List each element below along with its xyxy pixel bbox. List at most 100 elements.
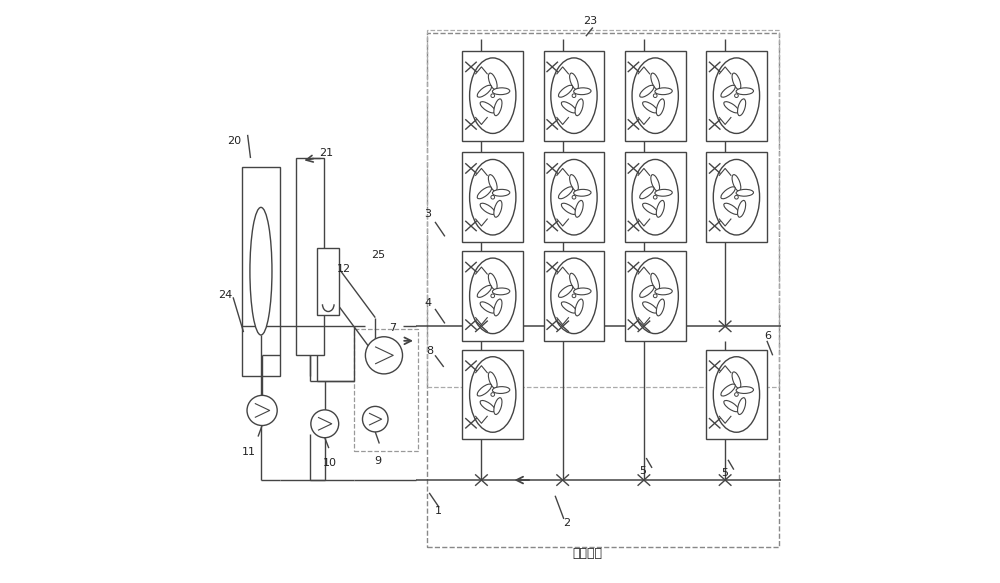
- Ellipse shape: [656, 99, 664, 115]
- Circle shape: [572, 195, 576, 199]
- Ellipse shape: [640, 85, 654, 97]
- Ellipse shape: [488, 372, 497, 388]
- Ellipse shape: [655, 88, 672, 94]
- Ellipse shape: [494, 299, 502, 316]
- Text: 23: 23: [583, 16, 597, 26]
- Ellipse shape: [561, 203, 576, 215]
- Text: 20: 20: [227, 136, 241, 146]
- Ellipse shape: [558, 187, 573, 199]
- Ellipse shape: [713, 58, 760, 134]
- Ellipse shape: [640, 187, 654, 199]
- Ellipse shape: [492, 189, 510, 196]
- Ellipse shape: [574, 189, 591, 196]
- Text: 3: 3: [425, 209, 432, 219]
- Ellipse shape: [721, 187, 735, 199]
- Bar: [242, 167, 280, 375]
- Ellipse shape: [561, 101, 576, 113]
- Ellipse shape: [724, 401, 739, 412]
- Text: 25: 25: [371, 250, 385, 259]
- Circle shape: [653, 294, 657, 298]
- Bar: [462, 152, 523, 242]
- Ellipse shape: [651, 175, 660, 191]
- Text: 6: 6: [764, 331, 771, 341]
- Circle shape: [491, 294, 495, 298]
- Ellipse shape: [488, 73, 497, 90]
- Bar: [625, 251, 686, 341]
- Text: 12: 12: [336, 264, 351, 274]
- Bar: [427, 30, 779, 387]
- Ellipse shape: [738, 99, 746, 115]
- Text: 8: 8: [426, 346, 433, 356]
- Ellipse shape: [492, 288, 510, 295]
- Ellipse shape: [477, 286, 492, 297]
- Bar: [462, 350, 523, 440]
- Bar: [706, 51, 767, 141]
- Ellipse shape: [494, 201, 502, 217]
- Ellipse shape: [492, 88, 510, 94]
- Ellipse shape: [494, 99, 502, 115]
- Ellipse shape: [570, 175, 578, 191]
- Ellipse shape: [655, 189, 672, 196]
- Ellipse shape: [470, 258, 516, 333]
- Ellipse shape: [655, 288, 672, 295]
- Text: 7: 7: [389, 324, 396, 333]
- Ellipse shape: [724, 203, 739, 215]
- Ellipse shape: [575, 99, 583, 115]
- Ellipse shape: [470, 159, 516, 235]
- Ellipse shape: [651, 73, 660, 90]
- Ellipse shape: [656, 299, 664, 316]
- Text: 10: 10: [323, 458, 337, 469]
- Bar: [706, 152, 767, 242]
- Ellipse shape: [492, 387, 510, 394]
- Ellipse shape: [558, 286, 573, 297]
- Ellipse shape: [477, 85, 492, 97]
- Bar: [354, 329, 418, 451]
- Ellipse shape: [488, 175, 497, 191]
- Text: 24: 24: [219, 290, 233, 300]
- Ellipse shape: [494, 398, 502, 415]
- Ellipse shape: [575, 201, 583, 217]
- Circle shape: [247, 395, 277, 426]
- Ellipse shape: [713, 357, 760, 432]
- Ellipse shape: [561, 302, 576, 313]
- Ellipse shape: [732, 175, 741, 191]
- Ellipse shape: [721, 384, 735, 396]
- Ellipse shape: [575, 299, 583, 316]
- Ellipse shape: [643, 101, 657, 113]
- Ellipse shape: [570, 73, 578, 90]
- Ellipse shape: [632, 159, 678, 235]
- Circle shape: [491, 94, 495, 97]
- Text: 9: 9: [374, 455, 381, 466]
- Text: 5: 5: [722, 468, 729, 478]
- Circle shape: [365, 337, 403, 374]
- Ellipse shape: [558, 85, 573, 97]
- Ellipse shape: [732, 73, 741, 90]
- Circle shape: [735, 195, 738, 199]
- Bar: [544, 152, 604, 242]
- Circle shape: [735, 94, 738, 97]
- Ellipse shape: [574, 88, 591, 94]
- Bar: [544, 51, 604, 141]
- Circle shape: [572, 294, 576, 298]
- Ellipse shape: [480, 401, 495, 412]
- Bar: [427, 33, 779, 547]
- Ellipse shape: [632, 58, 678, 134]
- Circle shape: [572, 94, 576, 97]
- Ellipse shape: [738, 398, 746, 415]
- Ellipse shape: [643, 203, 657, 215]
- Ellipse shape: [736, 88, 753, 94]
- Bar: [462, 51, 523, 141]
- Ellipse shape: [736, 189, 753, 196]
- Ellipse shape: [477, 187, 492, 199]
- Ellipse shape: [656, 201, 664, 217]
- Ellipse shape: [574, 288, 591, 295]
- Ellipse shape: [632, 258, 678, 333]
- Bar: [462, 251, 523, 341]
- Ellipse shape: [480, 203, 495, 215]
- Ellipse shape: [713, 159, 760, 235]
- Ellipse shape: [551, 258, 597, 333]
- Ellipse shape: [643, 302, 657, 313]
- Text: 1: 1: [435, 506, 442, 516]
- Text: 5: 5: [639, 466, 646, 476]
- Text: 2: 2: [563, 518, 570, 528]
